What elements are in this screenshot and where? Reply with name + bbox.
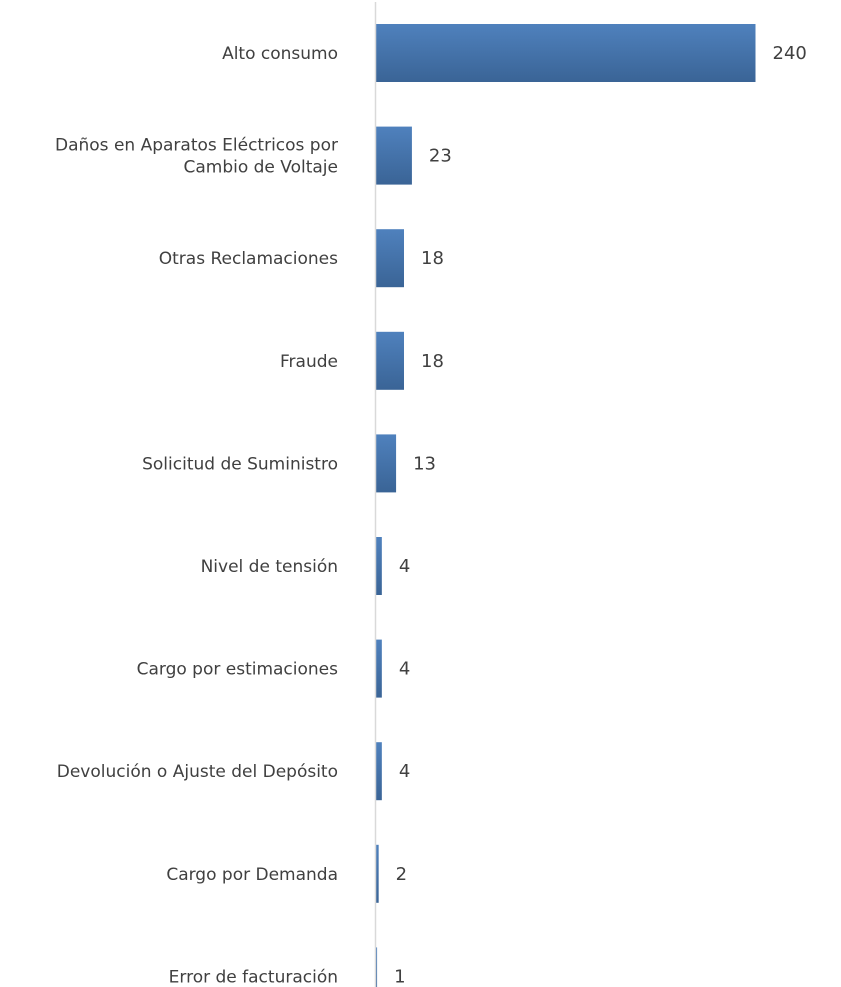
category-label: Nivel de tensión (201, 557, 338, 577)
category-label-line: Cambio de Voltaje (183, 158, 338, 178)
category-label: Cargo por estimaciones (137, 660, 339, 680)
category-label: Daños en Aparatos Eléctricos por Cambio d… (55, 136, 338, 178)
value-label: 240 (773, 43, 807, 64)
category-label-line: Nivel de tensión (201, 557, 338, 577)
category-label-line: Otras Reclamaciones (159, 249, 338, 269)
category-label-line: Solicitud de Suministro (142, 454, 338, 474)
bar (375, 434, 397, 493)
bar (375, 537, 382, 595)
category-label-line: Daños en Aparatos Eléctricos por (55, 136, 338, 156)
value-label: 13 (413, 453, 436, 474)
value-label: 18 (421, 248, 444, 269)
category-label: Devolución o Ajuste del Depósito (57, 762, 338, 782)
bar (375, 24, 756, 82)
value-label: 4 (399, 659, 410, 680)
bars-group (375, 24, 756, 987)
category-labels-group: Alto consumo Daños en Aparatos Eléctricos… (55, 44, 338, 987)
bar (375, 639, 382, 698)
value-label: 23 (429, 146, 452, 167)
bar (375, 947, 378, 987)
bar (375, 331, 404, 390)
category-label-line: Alto consumo (222, 44, 338, 64)
category-label-line: Cargo por estimaciones (137, 660, 339, 680)
bar (375, 742, 382, 801)
value-label: 4 (399, 556, 410, 577)
bar (375, 126, 412, 185)
category-label: Cargo por Demanda (166, 865, 338, 885)
category-label-line: Cargo por Demanda (166, 865, 338, 885)
category-label: Otras Reclamaciones (159, 249, 338, 269)
bar (375, 229, 404, 288)
value-labels-group: 240 23 18 18 13 4 4 4 2 1 (394, 43, 807, 987)
bar (375, 844, 379, 903)
category-label: Solicitud de Suministro (142, 454, 338, 474)
category-label-line: Devolución o Ajuste del Depósito (57, 762, 338, 782)
category-label-line: Fraude (280, 352, 338, 372)
category-label-line: Error de facturación (169, 967, 338, 987)
category-label: Fraude (280, 352, 338, 372)
value-label: 1 (394, 966, 405, 987)
value-label: 4 (399, 761, 410, 782)
value-label: 18 (421, 351, 444, 372)
category-label: Alto consumo (222, 44, 338, 64)
category-label: Error de facturación (169, 967, 338, 987)
value-label: 2 (396, 864, 407, 885)
